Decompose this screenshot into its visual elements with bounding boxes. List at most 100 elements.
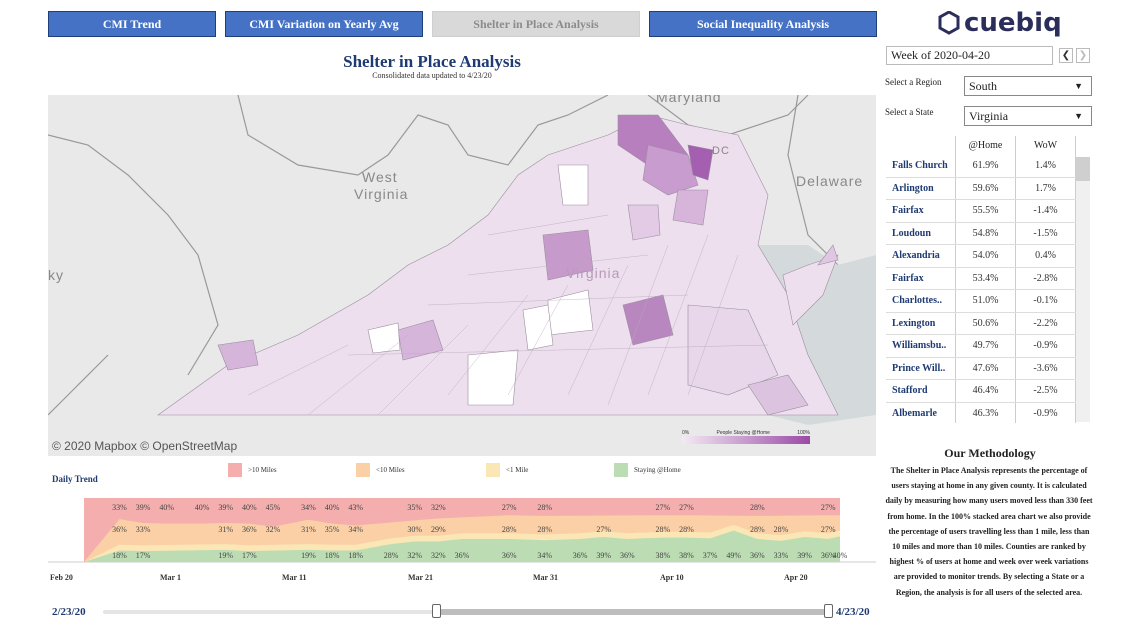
data-label-staying-home: 32%: [431, 551, 446, 560]
data-label-staying-home: 34%: [537, 551, 552, 560]
legend-swatch: [356, 463, 370, 477]
county-name[interactable]: Loudoun: [886, 222, 956, 244]
table-row[interactable]: Lexington 50.6% -2.2%: [886, 312, 1076, 335]
county-home-pct: 61.9%: [956, 155, 1016, 177]
data-label-over-10-miles: 40%: [325, 503, 340, 512]
tab-cmi-variation[interactable]: CMI Variation on Yearly Avg: [225, 11, 423, 37]
county-name[interactable]: Fairfax: [886, 267, 956, 289]
legend-item-staying-home: Staying @Home: [614, 463, 681, 477]
table-row[interactable]: Arlington 59.6% 1.7%: [886, 177, 1076, 200]
county-home-pct: 55.5%: [956, 200, 1016, 222]
legend-item-over-10-miles: >10 Miles: [228, 463, 277, 477]
county-name[interactable]: Arlington: [886, 177, 956, 199]
county-name[interactable]: Williamsbu..: [886, 335, 956, 357]
county-name[interactable]: Albemarle: [886, 402, 956, 423]
table-row[interactable]: Fairfax 53.4% -2.8%: [886, 267, 1076, 290]
week-selector[interactable]: Week of 2020-04-20: [886, 46, 1053, 65]
data-label-staying-home: 39%: [596, 551, 611, 560]
table-row[interactable]: Charlottes.. 51.0% -0.1%: [886, 290, 1076, 313]
data-label-over-10-miles: 40%: [242, 503, 257, 512]
county-name[interactable]: Lexington: [886, 312, 956, 334]
table-row[interactable]: Albemarle 46.3% -0.9%: [886, 402, 1076, 423]
county-name[interactable]: Charlottes..: [886, 290, 956, 312]
x-tick: Mar 21: [408, 573, 433, 582]
data-label-over-10-miles: 28%: [750, 503, 765, 512]
data-label-mid: 33%: [136, 525, 151, 534]
date-slider-end-handle[interactable]: [824, 604, 833, 618]
date-slider-start-handle[interactable]: [432, 604, 441, 618]
data-label-over-10-miles: 28%: [537, 503, 552, 512]
county-home-pct: 47.6%: [956, 357, 1016, 379]
data-label-staying-home: 39%: [797, 551, 812, 560]
county-name[interactable]: Stafford: [886, 380, 956, 402]
data-label-mid: 28%: [774, 525, 789, 534]
slider-start-label: 2/23/20: [52, 606, 86, 618]
legend-gradient: [682, 436, 810, 444]
county-name[interactable]: Falls Church: [886, 155, 956, 177]
chevron-down-icon: ▼: [1074, 81, 1083, 91]
data-label-over-10-miles: 27%: [821, 503, 836, 512]
week-prev-button[interactable]: ❮: [1059, 48, 1073, 63]
region-select[interactable]: South ▼: [964, 76, 1092, 96]
week-next-button[interactable]: ❯: [1076, 48, 1090, 63]
data-label-over-10-miles: 40%: [159, 503, 174, 512]
virginia-counties[interactable]: [157, 114, 839, 416]
data-label-over-10-miles: 27%: [655, 503, 670, 512]
legend-max: 100%: [797, 430, 810, 436]
table-scrollbar[interactable]: [1076, 157, 1090, 422]
county-home-pct: 59.6%: [956, 177, 1016, 199]
table-row[interactable]: Stafford 46.4% -2.5%: [886, 380, 1076, 403]
tab-shelter-in-place[interactable]: Shelter in Place Analysis: [432, 11, 640, 37]
data-label-staying-home: 36%: [620, 551, 635, 560]
data-label-over-10-miles: 43%: [348, 503, 363, 512]
data-label-over-10-miles: 27%: [502, 503, 517, 512]
table-row[interactable]: Fairfax 55.5% -1.4%: [886, 200, 1076, 223]
choropleth-map[interactable]: Maryland West Virginia Delaware DC ky Vi…: [48, 95, 876, 456]
county-name[interactable]: Alexandria: [886, 245, 956, 267]
data-label-mid: 36%: [242, 525, 257, 534]
x-tick: Apr 10: [660, 573, 684, 582]
methodology-title: Our Methodology: [944, 446, 1036, 460]
logo-text: cuebiq: [964, 8, 1062, 38]
county-wow: -0.1%: [1016, 290, 1076, 312]
data-label-staying-home: 37%: [703, 551, 718, 560]
table-row[interactable]: Alexandria 54.0% 0.4%: [886, 245, 1076, 268]
data-label-mid: 30%: [407, 525, 422, 534]
table-row[interactable]: Falls Church 61.9% 1.4%: [886, 155, 1076, 178]
table-row[interactable]: Williamsbu.. 49.7% -0.9%: [886, 335, 1076, 358]
table-row[interactable]: Loudoun 54.8% -1.5%: [886, 222, 1076, 245]
data-label-staying-home: 18%: [325, 551, 340, 560]
header-home: @Home: [956, 136, 1016, 155]
tab-cmi-trend[interactable]: CMI Trend: [48, 11, 216, 37]
county-ranking-table[interactable]: @Home WoW Falls Church 61.9% 1.4% Arlington…: [886, 136, 1076, 423]
data-label-over-10-miles: 45%: [266, 503, 281, 512]
tab-social-inequality[interactable]: Social Inequality Analysis: [649, 11, 877, 37]
data-label-over-10-miles: 35%: [407, 503, 422, 512]
table-row[interactable]: Prince Will.. 47.6% -3.6%: [886, 357, 1076, 380]
map-canvas[interactable]: [48, 95, 876, 456]
data-label-mid: 29%: [431, 525, 446, 534]
data-label-mid: 31%: [218, 525, 233, 534]
county-wow: -1.5%: [1016, 222, 1076, 244]
map-label-virginia-wv: Virginia: [354, 186, 409, 202]
date-slider-range[interactable]: [436, 609, 828, 615]
data-label-staying-home: 18%: [348, 551, 363, 560]
data-label-staying-home: 38%: [655, 551, 670, 560]
county-name[interactable]: Fairfax: [886, 200, 956, 222]
county-home-pct: 46.4%: [956, 380, 1016, 402]
x-tick: Mar 1: [160, 573, 181, 582]
legend-item-under-1-mile: <1 Mile: [486, 463, 528, 477]
region-label: Select a Region: [885, 77, 942, 87]
daily-trend-chart[interactable]: 33% 39% 40% 40% 39% 40% 45% 34% 40% 43% 35% 32% 27% 2…: [48, 490, 876, 570]
map-label-delaware: Delaware: [796, 173, 864, 189]
state-select[interactable]: Virginia ▼: [964, 106, 1092, 126]
data-label-staying-home: 33%: [774, 551, 789, 560]
data-label-mid: 27%: [821, 525, 836, 534]
legend-label: Staying @Home: [634, 466, 681, 474]
county-wow: -0.9%: [1016, 402, 1076, 423]
scrollbar-thumb[interactable]: [1076, 157, 1090, 181]
county-name[interactable]: Prince Will..: [886, 357, 956, 379]
county-home-pct: 53.4%: [956, 267, 1016, 289]
legend-label: <1 Mile: [506, 466, 529, 474]
legend-item-under-10-miles: <10 Miles: [356, 463, 405, 477]
